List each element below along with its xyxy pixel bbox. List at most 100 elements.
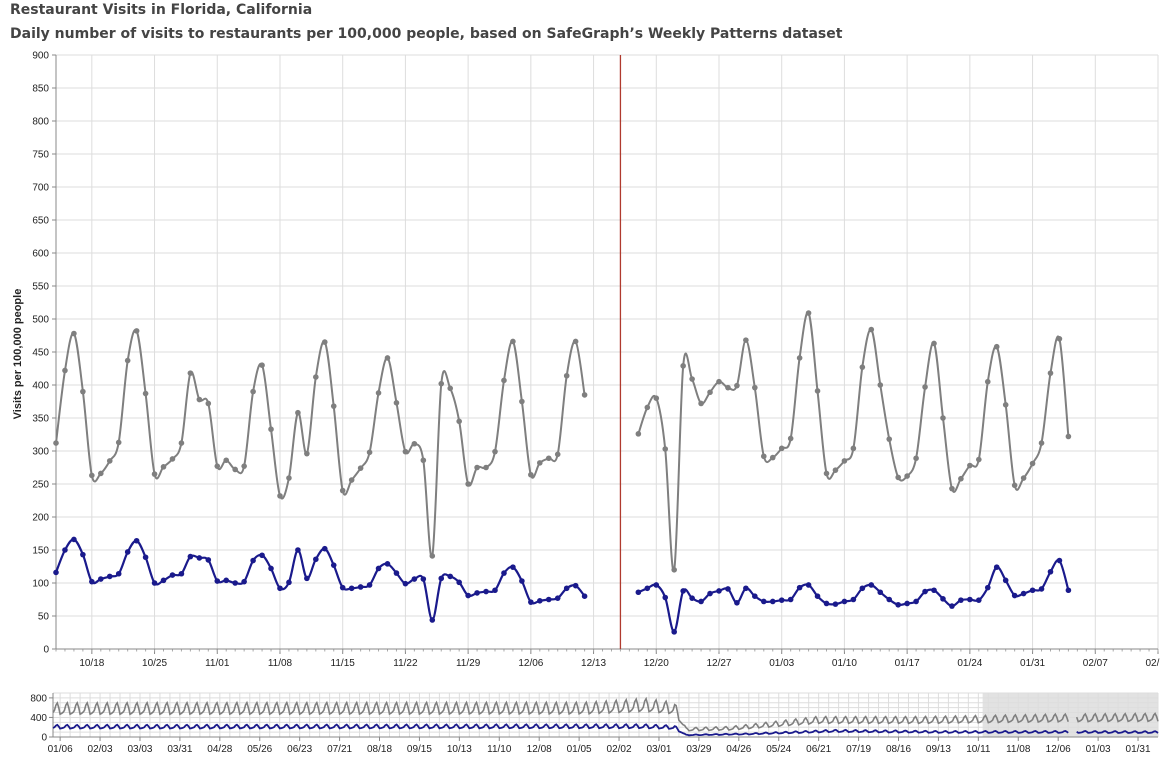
data-point-blue[interactable] [223,577,230,584]
data-point-gray[interactable] [743,337,749,343]
data-point-gray[interactable] [357,465,364,471]
data-point-gray[interactable] [232,466,238,473]
data-point-gray[interactable] [778,445,785,452]
data-point-gray[interactable] [420,457,427,464]
data-point-gray[interactable] [465,481,471,487]
data-point-blue[interactable] [545,596,552,603]
data-point-blue[interactable] [97,576,104,582]
data-point-gray[interactable] [97,470,104,477]
data-point-blue[interactable] [581,593,588,599]
data-point-blue[interactable] [796,584,803,591]
data-point-blue[interactable] [259,552,265,559]
data-point-blue[interactable] [348,585,355,592]
data-point-blue[interactable] [268,565,274,572]
data-point-blue[interactable] [429,617,436,623]
data-point-blue[interactable] [734,600,740,606]
data-point-blue[interactable] [537,598,543,604]
data-point-gray[interactable] [832,467,839,473]
data-point-blue[interactable] [510,564,516,570]
data-point-gray[interactable] [949,485,955,492]
data-point-blue[interactable] [886,596,893,603]
data-point-gray[interactable] [635,431,642,437]
data-point-blue[interactable] [321,545,328,552]
data-point-blue[interactable] [357,584,364,590]
data-point-gray[interactable] [304,450,310,457]
data-point-gray[interactable] [124,357,131,364]
data-point-gray[interactable] [223,457,230,464]
data-point-gray[interactable] [169,456,176,462]
data-point-blue[interactable] [877,589,884,596]
data-point-gray[interactable] [510,338,516,345]
data-point-blue[interactable] [841,598,848,605]
data-point-gray[interactable] [725,384,731,391]
data-point-gray[interactable] [922,384,928,390]
data-point-blue[interactable] [115,570,122,577]
data-point-gray[interactable] [1065,433,1072,440]
data-point-gray[interactable] [71,330,77,337]
data-point-gray[interactable] [868,326,875,333]
data-point-gray[interactable] [142,390,149,397]
data-point-blue[interactable] [205,557,212,563]
data-point-gray[interactable] [769,454,776,461]
data-point-blue[interactable] [662,594,669,601]
data-point-gray[interactable] [805,310,812,316]
data-point-blue[interactable] [554,595,561,601]
data-point-gray[interactable] [976,456,982,463]
data-point-gray[interactable] [151,471,158,477]
data-point-blue[interactable] [671,629,677,635]
data-point-gray[interactable] [662,446,669,452]
data-point-gray[interactable] [796,355,803,361]
data-point-blue[interactable] [241,578,247,585]
data-point-gray[interactable] [456,418,462,425]
data-point-gray[interactable] [519,398,525,405]
data-point-blue[interactable] [330,562,337,568]
data-point-gray[interactable] [286,475,292,481]
data-point-blue[interactable] [752,593,758,599]
data-point-blue[interactable] [411,576,418,582]
data-point-blue[interactable] [286,579,292,586]
series-line-blue[interactable] [54,538,586,622]
data-point-gray[interactable] [474,464,480,471]
data-point-gray[interactable] [259,362,265,369]
data-point-blue[interactable] [1065,587,1072,594]
data-point-gray[interactable] [984,378,991,385]
data-point-blue[interactable] [769,598,776,605]
data-point-blue[interactable] [716,588,722,594]
data-point-gray[interactable] [492,448,498,455]
data-point-blue[interactable] [456,579,462,586]
data-point-blue[interactable] [375,565,382,572]
data-point-blue[interactable] [465,592,471,599]
data-point-gray[interactable] [295,409,301,416]
data-point-blue[interactable] [106,573,113,580]
data-point-gray[interactable] [940,415,946,421]
data-point-blue[interactable] [913,598,919,605]
data-point-blue[interactable] [572,582,579,589]
data-point-gray[interactable] [581,392,588,398]
data-point-blue[interactable] [868,582,875,588]
data-point-gray[interactable] [707,389,713,396]
data-point-blue[interactable] [814,593,821,599]
data-point-blue[interactable] [787,596,794,603]
data-point-blue[interactable] [635,589,642,596]
data-point-blue[interactable] [993,564,1000,570]
data-point-gray[interactable] [277,493,283,499]
data-point-blue[interactable] [71,536,77,543]
data-point-gray[interactable] [1047,370,1054,376]
data-point-blue[interactable] [232,580,238,586]
data-point-gray[interactable] [501,377,507,384]
data-point-gray[interactable] [814,388,821,394]
data-point-gray[interactable] [689,376,695,382]
data-point-blue[interactable] [420,576,427,582]
data-point-blue[interactable] [80,551,86,558]
data-point-gray[interactable] [313,374,319,380]
data-point-blue[interactable] [563,585,570,592]
data-point-gray[interactable] [205,400,212,407]
overview-chart[interactable]: 0 400 800 01/06 02/03 03/03 03/31 04/28 05/26 06/… [30,692,1159,755]
data-point-gray[interactable] [106,458,113,464]
data-point-blue[interactable] [519,578,525,584]
data-point-gray[interactable] [53,440,59,446]
series-line-gray[interactable] [55,328,586,559]
data-point-gray[interactable] [393,400,400,406]
data-point-gray[interactable] [698,400,704,407]
data-point-gray[interactable] [321,339,328,345]
